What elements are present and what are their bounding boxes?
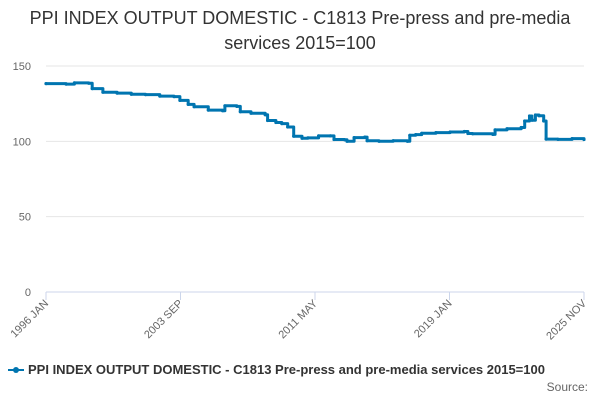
data-point — [544, 137, 548, 141]
data-point — [72, 81, 76, 85]
data-point — [280, 122, 284, 126]
legend[interactable]: PPI INDEX OUTPUT DOMESTIC - C1813 Pre-pr… — [8, 362, 545, 377]
data-point — [493, 128, 497, 132]
data-point — [377, 139, 381, 143]
legend-label: PPI INDEX OUTPUT DOMESTIC - C1813 Pre-pr… — [28, 362, 545, 377]
data-point — [317, 134, 321, 138]
data-point — [505, 127, 509, 131]
data-point — [292, 134, 296, 138]
data-point — [221, 109, 225, 113]
data-point — [391, 139, 395, 143]
x-tick-label: 2011 MAY — [276, 297, 320, 341]
series-line — [44, 81, 586, 143]
data-point — [537, 114, 541, 118]
data-point — [143, 93, 148, 97]
data-point — [408, 133, 412, 137]
data-point — [186, 102, 190, 106]
data-point — [556, 137, 560, 141]
y-tick-label: 0 — [25, 287, 31, 299]
data-point — [363, 135, 367, 139]
y-tick-label: 150 — [13, 61, 31, 73]
data-point — [44, 82, 48, 86]
data-point — [64, 82, 68, 86]
data-point — [542, 119, 546, 123]
data-point — [192, 105, 196, 109]
source-label: Source: — [546, 380, 588, 394]
data-point — [90, 87, 94, 91]
data-point — [365, 139, 369, 143]
data-point — [238, 110, 242, 114]
data-point — [352, 136, 356, 140]
data-point — [343, 138, 347, 142]
x-tick-label: 2025 NOV — [544, 297, 589, 342]
x-tick-label: 1996 JAN — [8, 298, 51, 341]
data-point — [300, 136, 304, 140]
data-point — [466, 131, 470, 136]
axis-layer: 0 50 100 150 1996 JAN 2003 SEP 2011 MAY 2019 JA… — [8, 61, 589, 342]
data-point — [115, 91, 119, 95]
data-point — [172, 95, 176, 99]
legend-swatch — [8, 365, 24, 375]
data-point — [471, 132, 475, 136]
data-point — [274, 120, 278, 125]
x-tick-label: 2019 JAN — [412, 298, 455, 341]
series-layer — [44, 81, 586, 143]
data-point — [223, 104, 227, 108]
data-point — [235, 104, 239, 108]
data-point — [405, 139, 409, 143]
data-point — [462, 129, 466, 134]
data-point — [101, 90, 105, 94]
data-point — [266, 118, 270, 123]
x-tick-label: 2003 SEP — [142, 298, 186, 342]
data-point — [533, 113, 538, 117]
y-tick-label: 100 — [13, 136, 31, 148]
data-point — [345, 139, 349, 143]
grid-layer — [46, 65, 584, 218]
data-point — [523, 119, 527, 123]
data-point — [87, 81, 91, 85]
data-point — [414, 133, 418, 137]
data-point — [178, 98, 182, 102]
data-point — [158, 94, 162, 98]
y-tick-label: 50 — [19, 212, 31, 224]
data-point — [306, 136, 310, 140]
data-point — [286, 125, 290, 129]
data-point — [582, 137, 586, 142]
data-point — [129, 92, 133, 96]
data-point — [206, 108, 210, 112]
data-point — [519, 125, 523, 130]
data-point — [491, 132, 495, 136]
data-point — [527, 114, 532, 118]
data-point — [448, 130, 452, 134]
data-point — [332, 137, 336, 142]
data-point — [328, 134, 332, 138]
data-point — [420, 131, 424, 135]
data-point — [570, 137, 574, 141]
data-point — [263, 113, 267, 117]
chart-title: PPI INDEX OUTPUT DOMESTIC - C1813 Pre-pr… — [29, 8, 571, 53]
data-point — [434, 131, 438, 135]
data-point — [530, 118, 534, 122]
data-point — [249, 111, 253, 115]
